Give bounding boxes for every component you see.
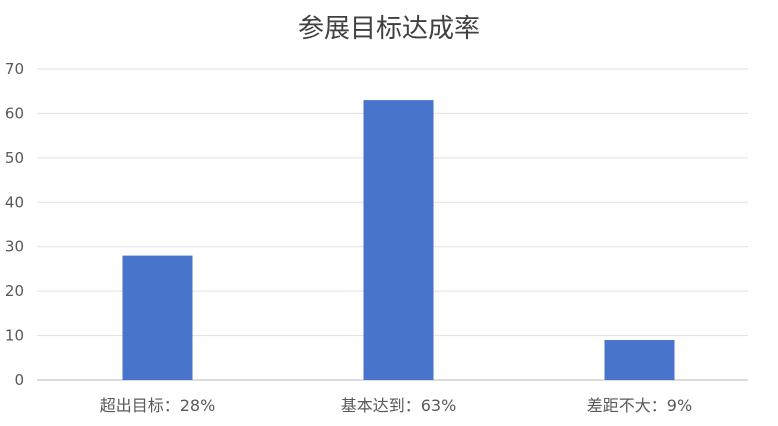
x-category-label: 差距不大：9% [587,396,692,415]
bar [363,100,434,380]
x-category-label: 超出目标：28% [100,396,216,415]
y-tick-label: 10 [5,327,24,345]
y-tick-label: 30 [5,238,24,256]
x-category-label: 基本达到：63% [341,396,457,415]
y-tick-label: 70 [5,60,24,78]
y-tick-label: 20 [5,282,24,300]
y-tick-label: 0 [14,371,24,389]
y-tick-label: 50 [5,149,24,167]
chart-title: 参展目标达成率 [297,14,480,44]
y-tick-label: 40 [5,193,24,211]
bar [122,255,193,380]
bar [604,340,675,380]
y-tick-label: 60 [5,104,24,122]
